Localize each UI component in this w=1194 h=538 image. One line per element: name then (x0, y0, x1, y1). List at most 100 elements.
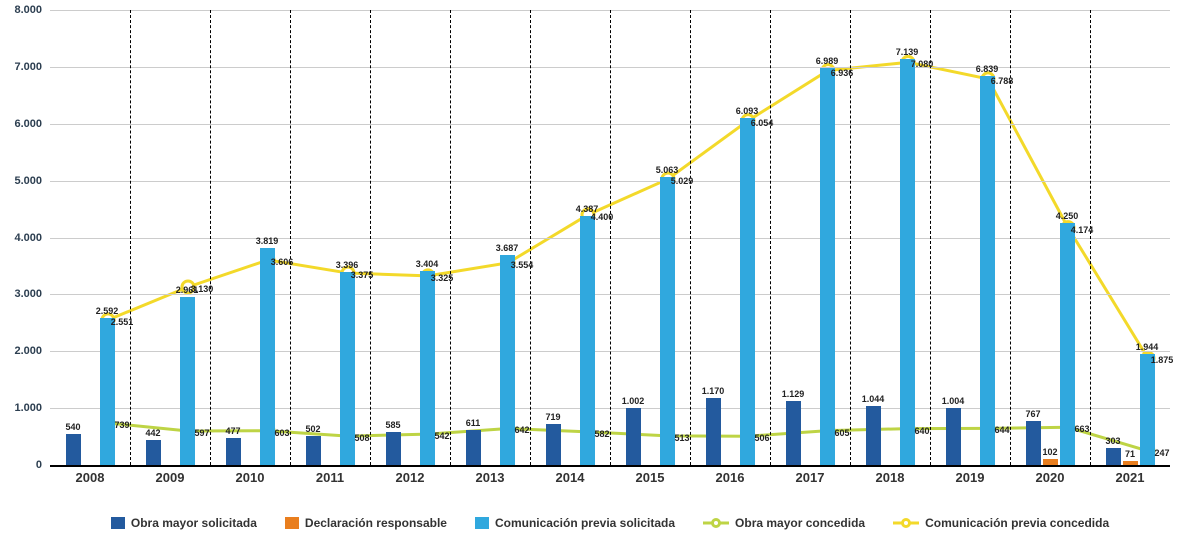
bar-value-label: 611 (466, 418, 481, 428)
legend-label: Obra mayor concedida (735, 516, 865, 530)
bar-obra_mayor_solicitada (226, 438, 241, 465)
bar-value-label: 719 (545, 412, 560, 422)
group-separator (690, 10, 691, 465)
legend-swatch (475, 517, 489, 529)
y-tick-label: 6.000 (14, 118, 42, 130)
legend: Obra mayor solicitada Declaración respons… (50, 516, 1170, 530)
gridline (50, 465, 1170, 467)
bar-value-label: 71 (1125, 449, 1135, 459)
group-separator (850, 10, 851, 465)
line-value-label: 6.936 (831, 68, 854, 78)
bar-comunicacion_previa_solicitada (340, 272, 355, 465)
bar-comunicacion_previa_solicitada (660, 177, 675, 465)
bar-comunicacion_previa_solicitada (260, 248, 275, 465)
line-value-label: 3.130 (191, 284, 214, 294)
line-value-label: 644 (994, 425, 1009, 435)
x-tick-label: 2012 (396, 470, 425, 485)
bar-value-label: 3.687 (496, 243, 519, 253)
legend-marker (893, 516, 919, 530)
bar-value-label: 477 (225, 426, 240, 436)
legend-item-declaracion_responsable: Declaración responsable (285, 516, 447, 530)
x-tick-label: 2010 (236, 470, 265, 485)
y-axis: 01.0002.0003.0004.0005.0006.0007.0008.00… (0, 10, 50, 465)
bar-value-label: 502 (305, 424, 320, 434)
bar-obra_mayor_solicitada (626, 408, 641, 465)
group-separator (770, 10, 771, 465)
y-tick-label: 3.000 (14, 288, 42, 300)
y-tick-label: 8.000 (14, 4, 42, 16)
x-tick-label: 2009 (156, 470, 185, 485)
bar-value-label: 4.250 (1056, 211, 1079, 221)
bar-comunicacion_previa_solicitada (580, 216, 595, 466)
line-value-label: 4.400 (591, 212, 614, 222)
bar-declaracion_responsable (1123, 461, 1138, 465)
bar-obra_mayor_solicitada (386, 432, 401, 465)
bar-value-label: 442 (145, 428, 160, 438)
x-axis: 2008200920102011201220132014201520162017… (50, 470, 1170, 495)
bar-comunicacion_previa_solicitada (980, 76, 995, 465)
bar-comunicacion_previa_solicitada (900, 59, 915, 465)
line-value-label: 642 (514, 425, 529, 435)
legend-label: Obra mayor solicitada (131, 516, 257, 530)
bar-comunicacion_previa_solicitada (740, 118, 755, 465)
bar-value-label: 540 (65, 422, 80, 432)
line-value-label: 508 (354, 433, 369, 443)
x-tick-label: 2020 (1036, 470, 1065, 485)
line-value-label: 4.174 (1071, 225, 1094, 235)
x-tick-label: 2011 (316, 470, 344, 485)
line-value-label: 739 (114, 420, 129, 430)
bar-comunicacion_previa_solicitada (180, 297, 195, 465)
bar-value-label: 1.004 (942, 396, 965, 406)
line-value-label: 6.788 (991, 76, 1014, 86)
x-tick-label: 2014 (556, 470, 585, 485)
legend-swatch (285, 517, 299, 529)
bar-value-label: 1.044 (862, 394, 885, 404)
line-value-label: 542 (434, 431, 449, 441)
group-separator (130, 10, 131, 465)
group-separator (370, 10, 371, 465)
bar-value-label: 6.093 (736, 106, 759, 116)
bar-obra_mayor_solicitada (1026, 421, 1041, 465)
bar-value-label: 2.592 (96, 306, 119, 316)
bar-obra_mayor_solicitada (946, 408, 961, 465)
line-value-label: 1.875 (1151, 355, 1174, 365)
bar-value-label: 3.819 (256, 236, 279, 246)
bar-value-label: 767 (1025, 409, 1040, 419)
bar-value-label: 7.139 (896, 47, 919, 57)
bar-comunicacion_previa_solicitada (500, 255, 515, 465)
line-value-label: 582 (594, 429, 609, 439)
bar-obra_mayor_solicitada (786, 401, 801, 465)
line-value-label: 605 (834, 428, 849, 438)
line-value-label: 506 (754, 433, 769, 443)
group-separator (530, 10, 531, 465)
line-value-label: 3.375 (351, 270, 374, 280)
x-tick-label: 2019 (956, 470, 985, 485)
line-value-label: 6.054 (751, 118, 774, 128)
x-tick-label: 2018 (876, 470, 905, 485)
bar-value-label: 6.839 (976, 64, 999, 74)
x-tick-label: 2021 (1116, 470, 1145, 485)
bar-comunicacion_previa_solicitada (100, 318, 115, 465)
group-separator (450, 10, 451, 465)
group-separator (930, 10, 931, 465)
bar-comunicacion_previa_solicitada (820, 68, 835, 465)
bar-value-label: 1.170 (702, 386, 725, 396)
bar-comunicacion_previa_solicitada (420, 271, 435, 465)
bar-value-label: 3.396 (336, 260, 359, 270)
bar-declaracion_responsable (1043, 459, 1058, 465)
line-value-label: 2.551 (111, 317, 134, 327)
x-tick-label: 2008 (76, 470, 105, 485)
plot-area: 5404424775025856117191.0021.1701.1291.04… (50, 10, 1170, 465)
x-tick-label: 2017 (796, 470, 825, 485)
y-tick-label: 0 (36, 459, 42, 471)
line-value-label: 640 (914, 426, 929, 436)
bar-obra_mayor_solicitada (546, 424, 561, 465)
y-tick-label: 7.000 (14, 61, 42, 73)
group-separator (210, 10, 211, 465)
legend-item-comunicacion_previa_solicitada: Comunicación previa solicitada (475, 516, 675, 530)
y-tick-label: 5.000 (14, 175, 42, 187)
y-tick-label: 4.000 (14, 232, 42, 244)
line-value-label: 597 (194, 428, 209, 438)
line-value-label: 3.606 (271, 257, 294, 267)
bar-value-label: 5.063 (656, 165, 679, 175)
